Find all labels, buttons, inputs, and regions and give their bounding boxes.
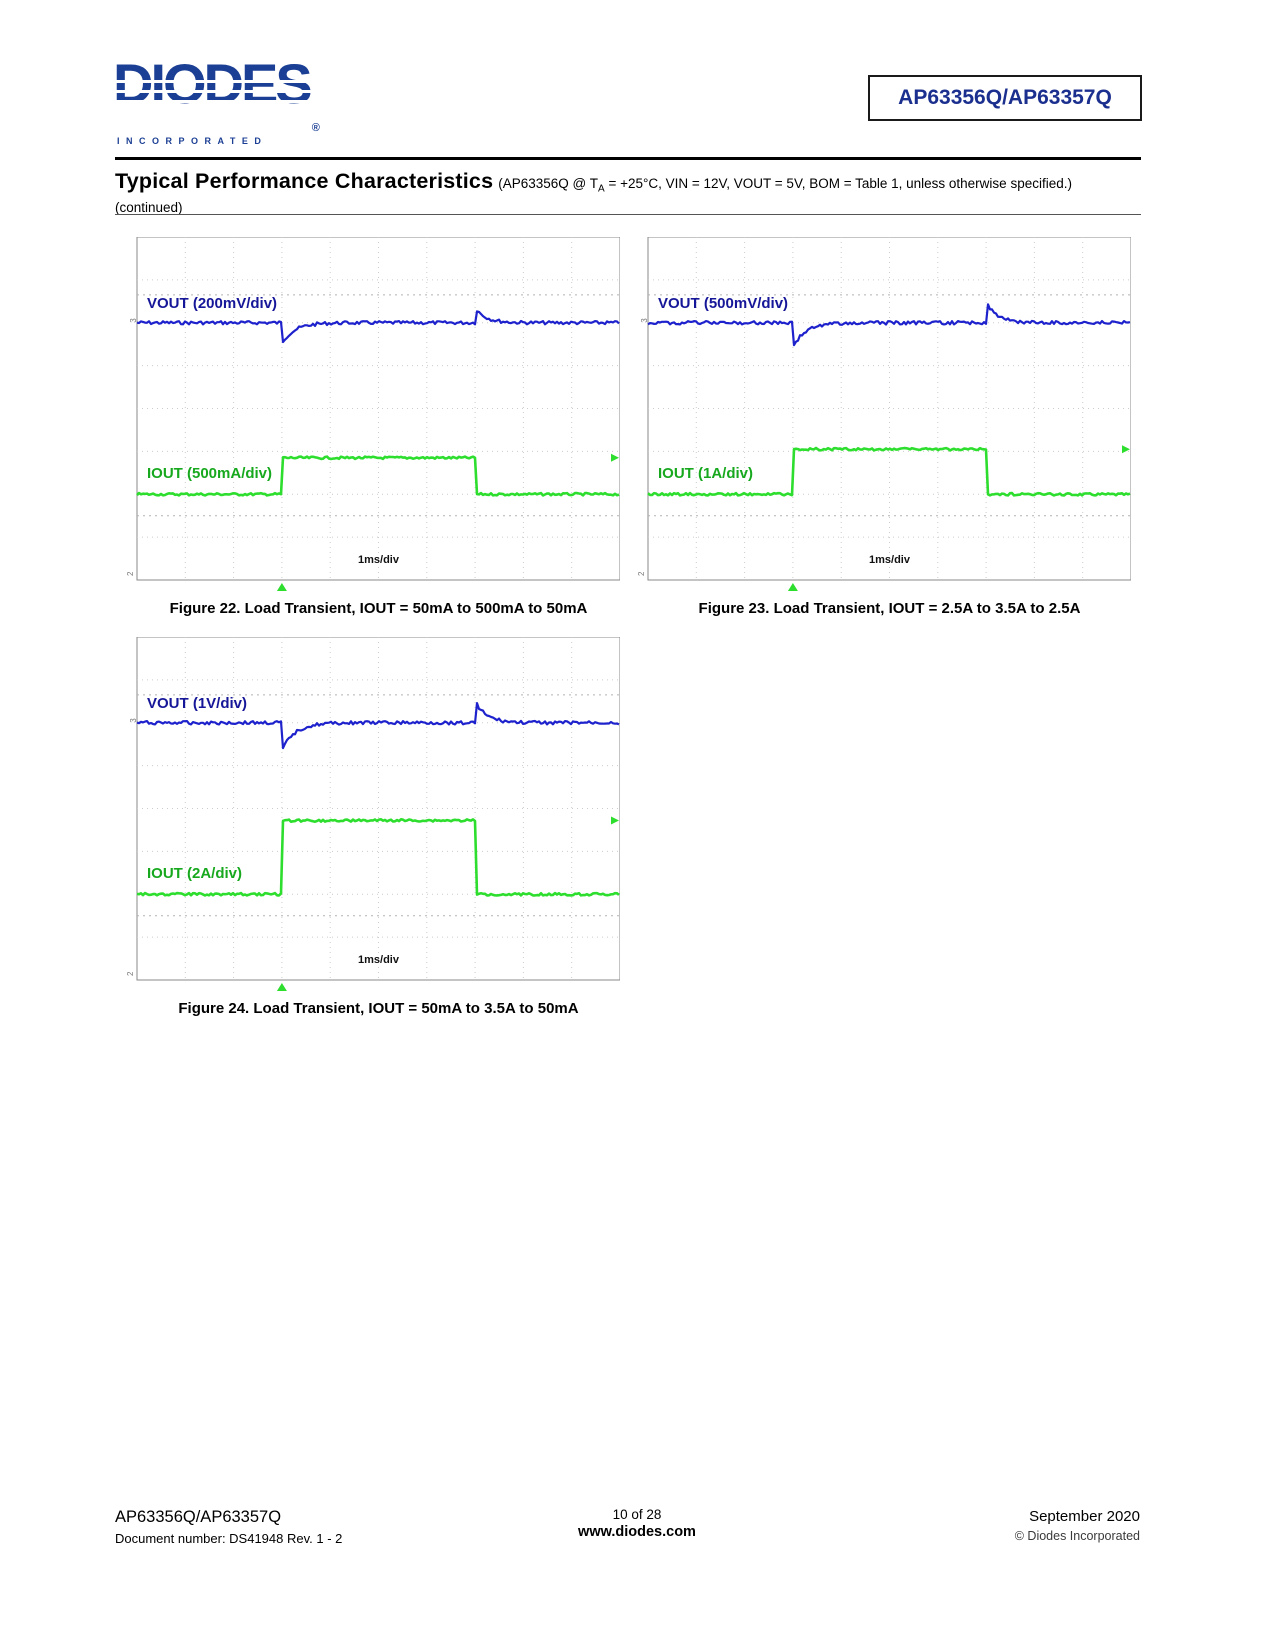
- channel-marker-vout: 3: [129, 318, 138, 323]
- figure-caption: Figure 24. Load Transient, IOUT = 50mA t…: [178, 1000, 579, 1017]
- footer-date: September 2020: [1029, 1508, 1140, 1525]
- timebase-label: 1ms/div: [358, 554, 399, 566]
- footer-center: 10 of 28 www.diodes.com: [487, 1507, 787, 1540]
- channel-marker-iout: 2: [126, 971, 135, 976]
- section-heading: Typical Performance Characteristics (AP63…: [115, 166, 1141, 219]
- section-divider: [115, 214, 1141, 215]
- scope-screen: 32: [126, 637, 620, 991]
- iout-level-marker: [611, 816, 619, 825]
- trigger-marker: [276, 983, 287, 991]
- diodes-logo: DIODES® INCORPORATED: [113, 56, 353, 146]
- section-title: Typical Performance Characteristics: [115, 169, 494, 193]
- vout-label: VOUT (1V/div): [147, 695, 248, 712]
- conditions-subscript: A: [598, 183, 605, 195]
- scope-screen: 32: [126, 237, 620, 591]
- iout-trace: [136, 455, 620, 497]
- logo-stripe: [113, 90, 317, 93]
- part-number-box: AP63356Q/AP63357Q: [868, 75, 1142, 121]
- iout-trace: [136, 818, 620, 897]
- footer-doc-number: Document number: DS41948 Rev. 1 - 2: [115, 1531, 343, 1546]
- footer-right: September 2020 © Diodes Incorporated: [1015, 1508, 1140, 1543]
- logo-text: DIODES: [113, 52, 313, 115]
- vout-trace: [647, 303, 1131, 347]
- trigger-marker: [276, 583, 287, 591]
- scope-screen: 32: [637, 237, 1131, 591]
- trigger-marker: [787, 583, 798, 591]
- figure-caption: Figure 22. Load Transient, IOUT = 50mA t…: [169, 600, 588, 617]
- iout-trace: [647, 446, 1131, 497]
- logo-wordmark: DIODES®: [113, 56, 353, 134]
- figure-caption: Figure 23. Load Transient, IOUT = 2.5A t…: [698, 600, 1081, 617]
- footer-website-link[interactable]: www.diodes.com: [578, 1524, 696, 1540]
- iout-label: IOUT (2A/div): [147, 865, 243, 882]
- vout-label: VOUT (500mV/div): [658, 295, 789, 312]
- logo-subtext: INCORPORATED: [117, 136, 268, 146]
- timebase-label: 1ms/div: [358, 954, 399, 966]
- logo-stripe: [113, 80, 317, 83]
- iout-level-marker: [611, 453, 619, 462]
- header-divider: [115, 157, 1141, 160]
- logo-stripe: [113, 100, 317, 103]
- conditions-text: = +25°C, VIN = 12V, VOUT = 5V, BOM = Tab…: [115, 176, 1072, 215]
- footer-left: AP63356Q/AP63357Q Document number: DS419…: [115, 1508, 342, 1546]
- iout-label: IOUT (1A/div): [658, 465, 754, 482]
- registered-trademark-icon: ®: [311, 122, 320, 134]
- section-conditions: (AP63356Q @ TA = +25°C, VIN = 12V, VOUT …: [115, 176, 1072, 215]
- vout-trace: [136, 310, 620, 344]
- channel-marker-vout: 3: [129, 718, 138, 723]
- channel-marker-iout: 2: [637, 571, 646, 576]
- footer-copyright: © Diodes Incorporated: [1014, 1529, 1140, 1543]
- timebase-label: 1ms/div: [869, 554, 910, 566]
- vout-label: VOUT (200mV/div): [147, 295, 278, 312]
- footer-page-number: 10 of 28: [612, 1507, 662, 1522]
- channel-marker-iout: 2: [126, 571, 135, 576]
- conditions-text: (AP63356Q @ T: [498, 176, 599, 191]
- iout-label: IOUT (500mA/div): [147, 465, 273, 482]
- iout-level-marker: [1122, 445, 1130, 454]
- footer-part-number: AP63356Q/AP63357Q: [115, 1508, 282, 1526]
- channel-marker-vout: 3: [640, 318, 649, 323]
- vout-trace: [136, 701, 620, 750]
